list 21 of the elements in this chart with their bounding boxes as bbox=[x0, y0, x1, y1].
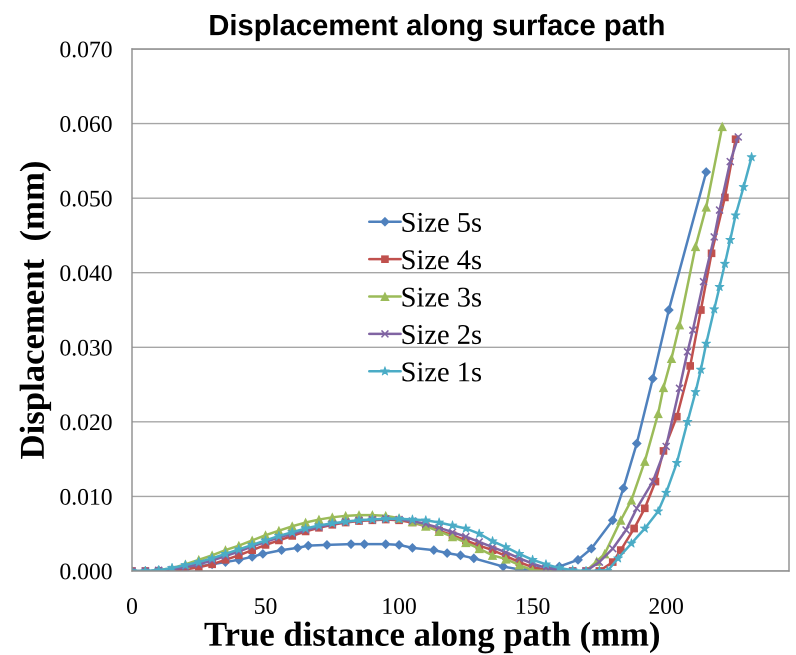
x-axis-title: True distance along path (mm) bbox=[204, 622, 659, 654]
y-tick-label: 0.040 bbox=[60, 265, 112, 282]
y-tick-label: 0.010 bbox=[60, 488, 112, 505]
legend-label: Size 3s bbox=[402, 288, 482, 307]
legend-label: Size 2s bbox=[402, 325, 482, 344]
x-tick-label: 150 bbox=[516, 598, 550, 614]
legend-label: Size 4s bbox=[402, 250, 482, 270]
x-tick-label: 0 bbox=[126, 598, 138, 614]
y-tick-label: 0.000 bbox=[60, 563, 112, 580]
y-tick-label: 0.050 bbox=[60, 190, 112, 207]
y-tick-label: 0.020 bbox=[60, 414, 112, 430]
legend-label: Size 1s bbox=[402, 362, 482, 382]
y-tick-label: 0.030 bbox=[60, 340, 112, 356]
y-tick-label: 0.070 bbox=[60, 41, 112, 58]
y-tick-label: 0.060 bbox=[60, 116, 112, 132]
chart-title: Displacement along surface path bbox=[210, 14, 664, 42]
x-tick-label: 100 bbox=[383, 598, 416, 614]
x-tick-label: 200 bbox=[649, 598, 683, 614]
legend-label: Size 5s bbox=[402, 212, 482, 232]
y-axis-title: Displacement (mm) bbox=[20, 162, 52, 459]
x-tick-label: 50 bbox=[255, 598, 276, 614]
